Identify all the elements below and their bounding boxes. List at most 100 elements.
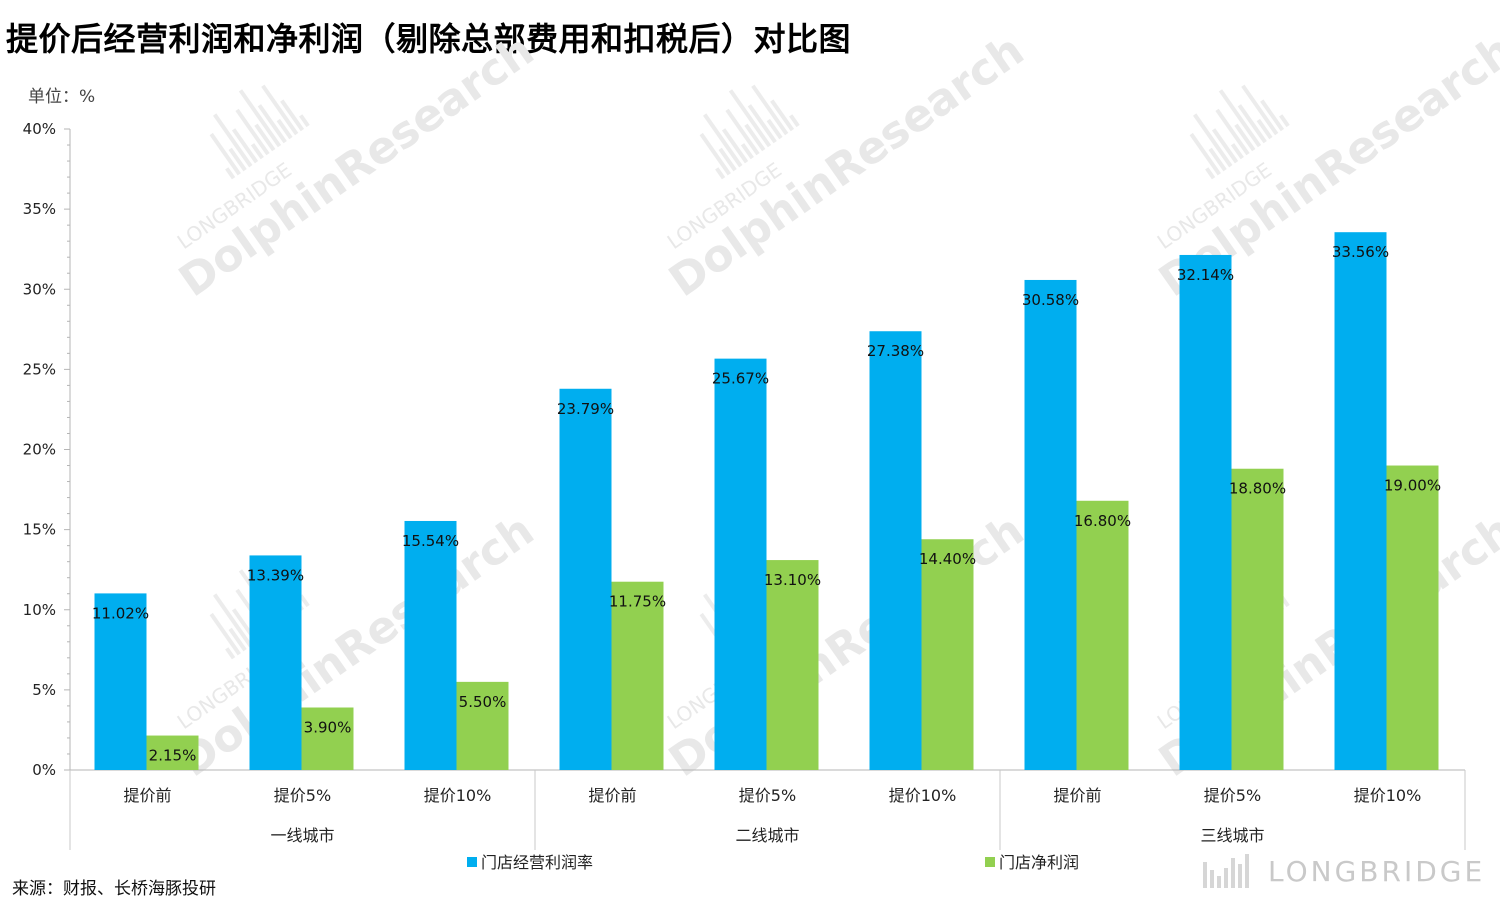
data-label: 33.56% <box>1332 243 1389 261</box>
watermark-bar <box>225 167 236 180</box>
data-label: 16.80% <box>1074 512 1131 530</box>
y-tick-label: 0% <box>32 761 56 779</box>
watermark-bar <box>1230 143 1244 160</box>
x-category-label: 提价5% <box>274 786 331 805</box>
watermark-bar <box>1256 118 1273 140</box>
data-label: 5.50% <box>459 693 507 711</box>
watermark-bar <box>209 612 241 656</box>
watermark-bar <box>213 593 253 648</box>
y-tick-label: 40% <box>23 120 56 138</box>
x-category-label: 提价前 <box>123 786 171 805</box>
bar-net-profit <box>766 560 819 770</box>
bar-operating-margin <box>249 555 302 770</box>
x-group-label: 一线城市 <box>270 826 334 845</box>
watermark-bar <box>261 84 299 136</box>
watermark-bar <box>747 104 777 144</box>
data-label: 19.00% <box>1384 477 1441 495</box>
watermark-bar <box>740 143 754 160</box>
watermark-bar <box>231 128 259 164</box>
data-label: 13.39% <box>247 566 304 584</box>
bar-net-profit <box>1386 465 1439 770</box>
legend-label: 门店经营利润率 <box>481 853 593 872</box>
x-category-label: 提价10% <box>889 786 957 805</box>
bar-operating-margin <box>94 593 147 770</box>
unit-label: 单位：% <box>28 87 96 107</box>
logo-text: LONGBRIDGE <box>1268 855 1486 888</box>
x-category-label: 提价5% <box>739 786 796 805</box>
watermark-text-large: DolphinResearch <box>170 25 543 307</box>
watermark-bar <box>1241 84 1279 136</box>
watermark-bar <box>228 147 247 172</box>
x-group-label: 三线城市 <box>1200 826 1264 845</box>
x-group-label: 二线城市 <box>735 826 799 845</box>
longbridge-logo-icon <box>1203 854 1249 888</box>
watermark-bar <box>1193 113 1233 168</box>
data-label: 3.90% <box>304 719 352 737</box>
y-tick-label: 20% <box>23 441 56 459</box>
source-note: 来源：财报、长桥海豚投研 <box>12 879 216 899</box>
bar-net-profit <box>301 707 354 770</box>
bar-net-profit <box>146 735 199 770</box>
watermark-bar <box>209 132 241 176</box>
y-tick-label: 30% <box>23 280 56 298</box>
data-label: 2.15% <box>149 747 197 765</box>
data-label: 18.80% <box>1229 480 1286 498</box>
watermark-bar <box>1237 104 1267 144</box>
watermark-bar <box>718 147 737 172</box>
watermark-bar <box>257 104 287 144</box>
chart-labels: 11.02% 13.39% 15.54% 23.79% 25.67% 27.38% 30.5… <box>92 243 1441 764</box>
watermark-bar <box>699 132 731 176</box>
watermark-bar <box>766 118 783 140</box>
bar-net-profit <box>1231 468 1284 770</box>
watermark-bar <box>254 123 276 152</box>
data-label: 14.40% <box>919 550 976 568</box>
bar-operating-margin <box>404 520 457 770</box>
watermark-bar <box>770 99 795 132</box>
x-category-label: 提价10% <box>1354 786 1422 805</box>
bar-operating-margin <box>1024 279 1077 770</box>
watermark-bar <box>238 89 282 148</box>
watermark-bar <box>1260 99 1285 132</box>
data-label: 13.10% <box>764 571 821 589</box>
watermark-bar <box>1279 114 1290 128</box>
bar-operating-margin <box>714 358 767 770</box>
x-category-label: 提价前 <box>588 786 636 805</box>
y-tick-label: 35% <box>23 200 56 218</box>
data-label: 23.79% <box>557 400 614 418</box>
bar-operating-margin <box>869 331 922 770</box>
watermark-bar <box>1208 147 1227 172</box>
data-label: 25.67% <box>712 370 769 388</box>
watermark-bar <box>213 113 253 168</box>
watermark-bar <box>1189 132 1221 176</box>
y-tick-label: 15% <box>23 521 56 539</box>
y-tick-label: 25% <box>23 360 56 378</box>
x-category-label: 提价10% <box>424 786 492 805</box>
bar-operating-margin <box>559 388 612 770</box>
watermark-bar <box>280 99 305 132</box>
watermark-bar <box>751 84 789 136</box>
chart-bars <box>94 232 1439 771</box>
legend-swatch <box>467 857 477 867</box>
watermark-bar <box>1234 123 1256 152</box>
data-label: 11.02% <box>92 604 149 622</box>
watermark-bar <box>703 113 743 168</box>
watermark-bar <box>299 594 310 608</box>
watermark-bar <box>725 108 760 156</box>
y-tick-label: 5% <box>32 681 56 699</box>
watermark-bar <box>744 123 766 152</box>
data-label: 11.75% <box>609 593 666 611</box>
watermark-bar <box>715 167 726 180</box>
x-category-label: 提价前 <box>1053 786 1101 805</box>
y-tick-label: 10% <box>23 601 56 619</box>
watermark-bar <box>1211 128 1239 164</box>
watermark-bar <box>276 118 293 140</box>
watermark-bar <box>299 114 310 128</box>
watermark-bar <box>250 143 264 160</box>
bar-net-profit <box>1076 500 1129 770</box>
watermark-bar <box>228 627 247 652</box>
